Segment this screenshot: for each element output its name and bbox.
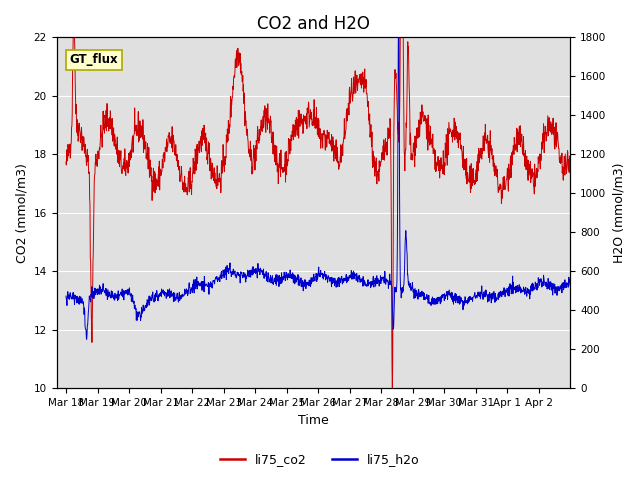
Text: GT_flux: GT_flux	[69, 53, 118, 66]
Title: CO2 and H2O: CO2 and H2O	[257, 15, 370, 33]
Y-axis label: CO2 (mmol/m3): CO2 (mmol/m3)	[15, 163, 28, 263]
Legend: li75_co2, li75_h2o: li75_co2, li75_h2o	[215, 448, 425, 471]
Y-axis label: H2O (mmol/m3): H2O (mmol/m3)	[612, 163, 625, 263]
X-axis label: Time: Time	[298, 414, 329, 427]
